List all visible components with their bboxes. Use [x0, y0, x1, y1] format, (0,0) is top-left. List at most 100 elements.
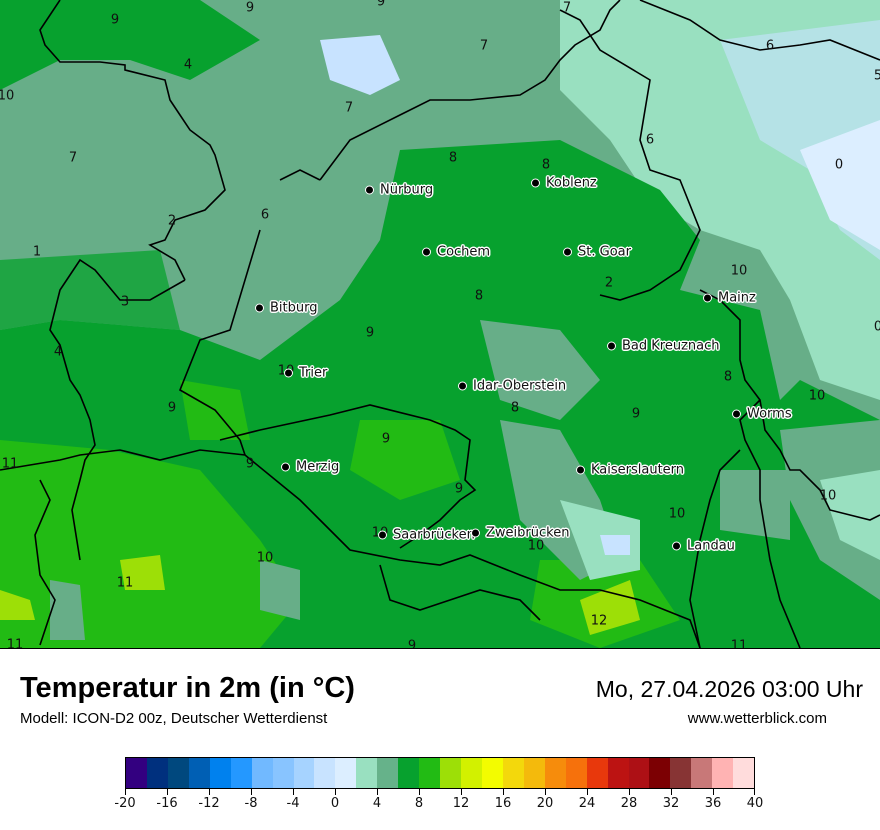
forecast-datetime: Mo, 27.04.2026 03:00 Uhr	[595, 676, 863, 702]
city-dot-icon	[531, 178, 540, 188]
city-marker[interactable]: Bitburg	[255, 301, 318, 316]
contour-label: 9	[407, 638, 417, 649]
colorbar-segment	[712, 758, 734, 788]
tick-label: 4	[372, 796, 382, 811]
city-marker[interactable]: Bad Kreuznach	[607, 339, 720, 354]
colorbar-segment	[188, 758, 210, 788]
contour-label: 9	[110, 12, 120, 28]
colorbar-segment	[440, 758, 461, 788]
colorbar-segment	[586, 758, 608, 788]
city-dot-icon	[281, 462, 290, 472]
city-name: Landau	[687, 538, 735, 554]
tick-label: -8	[244, 796, 258, 811]
contour-label: 7	[68, 150, 78, 166]
tick-mark	[419, 789, 420, 795]
colorbar-segment	[314, 758, 336, 788]
city-dot-icon	[576, 465, 585, 475]
city-marker[interactable]: Merzig	[281, 460, 339, 475]
city-dot-icon	[672, 541, 681, 551]
city-marker[interactable]: St. Goar	[563, 245, 631, 260]
city-marker[interactable]: Kaiserslautern	[576, 463, 684, 478]
tick-mark	[251, 789, 252, 795]
city-marker[interactable]: Nürburg	[365, 183, 433, 198]
contour-label: 9	[454, 481, 464, 497]
colorbar-segment	[502, 758, 524, 788]
colorbar-segment	[167, 758, 189, 788]
tick-mark	[461, 789, 462, 795]
contour-label: 7	[562, 0, 572, 16]
city-name: Idar-Oberstein	[473, 378, 567, 394]
tick-mark	[713, 789, 714, 795]
city-name: Zweibrücken	[486, 525, 570, 541]
colorbar-segment	[272, 758, 294, 788]
colorbar-segment	[733, 758, 755, 788]
tick-mark	[335, 789, 336, 795]
contour-label: 8	[723, 369, 733, 385]
city-dot-icon	[458, 381, 467, 391]
contour-label: 10	[0, 88, 15, 104]
city-marker[interactable]: Cochem	[422, 245, 490, 260]
tick-mark	[125, 789, 126, 795]
city-name: Saarbrücken	[393, 527, 475, 543]
city-name: Worms	[747, 406, 792, 422]
city-marker[interactable]: Saarbrücken	[378, 528, 475, 543]
city-name: Koblenz	[546, 175, 597, 191]
contour-label: 8	[474, 288, 484, 304]
tick-mark	[209, 789, 210, 795]
temperature-map[interactable]: 9997764107768806211028394108109899119910…	[0, 0, 880, 649]
tick-label: -12	[198, 796, 220, 811]
tick-mark	[377, 789, 378, 795]
contour-label: 0	[834, 157, 844, 173]
tick-mark	[587, 789, 588, 795]
contour-label: 9	[245, 456, 255, 472]
contour-label: 5	[874, 70, 880, 83]
tick-label: -4	[286, 796, 300, 811]
tick-mark	[167, 789, 168, 795]
city-name: St. Goar	[578, 244, 631, 260]
city-name: Cochem	[437, 244, 491, 260]
colorbar-segment	[356, 758, 378, 788]
contour-label: 2	[167, 213, 177, 229]
contour-label: 11	[116, 575, 134, 591]
colorbar-segment	[146, 758, 168, 788]
tick-label: 36	[704, 796, 722, 811]
colorbar-legend	[125, 757, 755, 789]
tick-label: 28	[620, 796, 638, 811]
city-marker[interactable]: Trier	[284, 366, 327, 381]
city-marker[interactable]: Idar-Oberstein	[458, 379, 566, 394]
colorbar-segment	[230, 758, 252, 788]
city-name: Mainz	[718, 290, 756, 306]
colorbar-ticks: -20 -16 -12 -8 -4 0 4 8 12 16 20 24 28 32 36 40	[114, 789, 763, 819]
contour-label: 10	[256, 550, 274, 566]
contour-label: 8	[510, 400, 520, 416]
colorbar-segment	[628, 758, 650, 788]
contour-label: 2	[604, 275, 614, 291]
tick-label: 32	[662, 796, 680, 811]
contour-label: 9	[245, 0, 255, 16]
website-link[interactable]: www.wetterblick.com	[687, 710, 827, 727]
city-marker[interactable]: Zweibrücken	[471, 526, 569, 541]
colorbar-segment	[419, 758, 441, 788]
city-dot-icon	[471, 528, 480, 538]
colorbar-segment	[691, 758, 713, 788]
contour-label: 9	[167, 400, 177, 416]
city-marker[interactable]: Koblenz	[531, 176, 597, 191]
city-dot-icon	[365, 185, 374, 195]
city-marker[interactable]: Mainz	[703, 291, 756, 306]
colorbar-segment	[251, 758, 273, 788]
colorbar-segment	[293, 758, 315, 788]
colorbar-segment	[649, 758, 671, 788]
contour-label: 4	[53, 344, 63, 360]
contour-label: 9	[381, 431, 391, 447]
tick-mark	[629, 789, 630, 795]
colorbar-segment	[335, 758, 357, 788]
contour-label: 10	[527, 538, 545, 554]
city-marker[interactable]: Landau	[672, 539, 735, 554]
tick-label: 12	[452, 796, 470, 811]
tick-label: 8	[414, 796, 424, 811]
tick-label: 16	[494, 796, 512, 811]
colorbar-segment	[398, 758, 420, 788]
city-marker[interactable]: Worms	[732, 407, 792, 422]
colorbar-segment	[377, 758, 399, 788]
tick-label: 40	[746, 796, 764, 811]
